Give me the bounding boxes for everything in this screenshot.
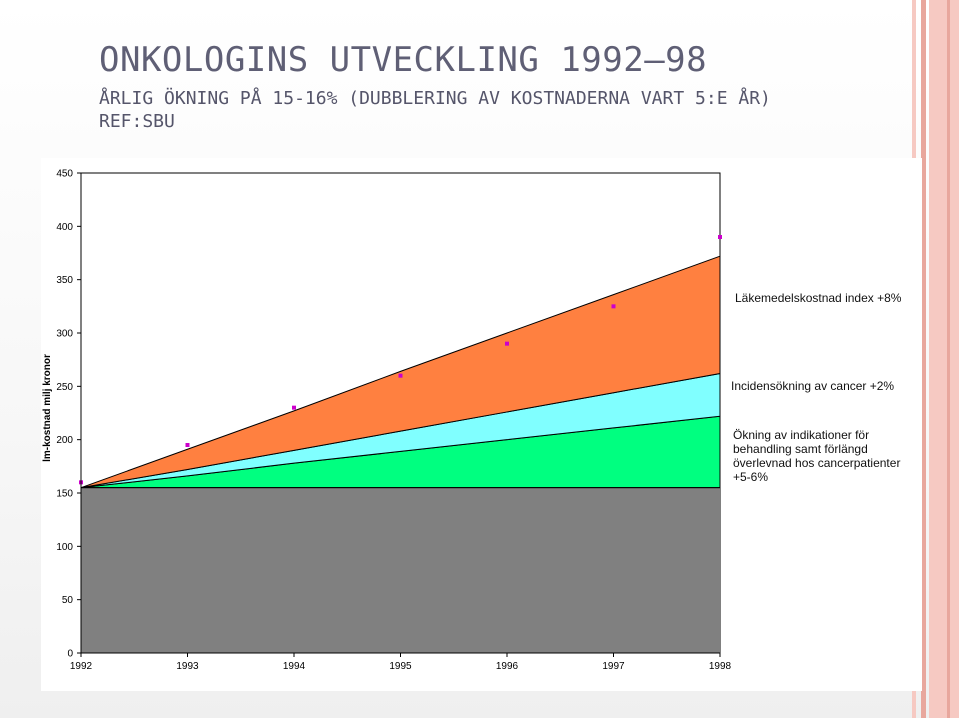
- slide-subtitle: ÅRLIG ÖKNING PÅ 15-16% (DUBBLERING AV KO…: [99, 88, 771, 132]
- data-point: [185, 443, 190, 447]
- y-tick-label: 100: [56, 542, 73, 553]
- data-point: [292, 405, 296, 410]
- y-tick-label: 350: [56, 275, 73, 286]
- y-tick-label: 50: [62, 595, 74, 606]
- legend-incidence: Incidensökning av cancer +2%: [731, 379, 895, 393]
- decorative-stripe: [947, 0, 950, 718]
- data-point: [718, 235, 722, 239]
- legend-indications-line: överlevnad hos cancerpatienter: [733, 456, 901, 470]
- y-tick-label: 400: [56, 222, 73, 233]
- x-tick-label: 1992: [70, 661, 93, 672]
- y-tick-label: 300: [56, 329, 73, 340]
- data-point: [398, 373, 403, 378]
- y-tick-label: 450: [56, 169, 73, 180]
- x-tick-label: 1995: [389, 661, 412, 672]
- y-tick-label: 0: [67, 649, 73, 660]
- legend-indications: Ökning av indikationer för behandling sa…: [733, 428, 900, 484]
- y-axis-label: lm-kostnad milj kronor: [42, 354, 53, 462]
- legend-indications-line: Ökning av indikationer för: [733, 428, 870, 442]
- x-tick-label: 1997: [602, 661, 625, 672]
- x-tick-label: 1998: [709, 661, 732, 672]
- chart-panel: 0 50 100 150 200 250 300 350 400 450 1992 1993 1994 1…: [41, 158, 922, 691]
- x-tick-label: 1994: [283, 661, 306, 672]
- data-point: [505, 341, 509, 346]
- decorative-stripe: [929, 0, 959, 718]
- legend-indications-line: +5-6%: [733, 470, 769, 484]
- data-point: [611, 304, 616, 309]
- y-tick-label: 150: [56, 489, 73, 500]
- area-base: [81, 487, 720, 653]
- chart: 0 50 100 150 200 250 300 350 400 450 1992 1993 1994 1…: [42, 169, 732, 673]
- y-tick-label: 250: [56, 382, 73, 393]
- legend-indications-line: behandling samt förlängd: [733, 442, 868, 456]
- y-tick-label: 200: [56, 435, 73, 446]
- slide-title: ONKOLOGINS UTVECKLING 1992–98: [99, 40, 708, 80]
- area-drug_index: [80, 255, 721, 489]
- legend-drug-index: Läkemedelskostnad index +8%: [735, 291, 902, 305]
- decorative-stripe: [921, 0, 926, 718]
- x-tick-label: 1996: [496, 661, 519, 672]
- x-tick-label: 1993: [176, 661, 199, 672]
